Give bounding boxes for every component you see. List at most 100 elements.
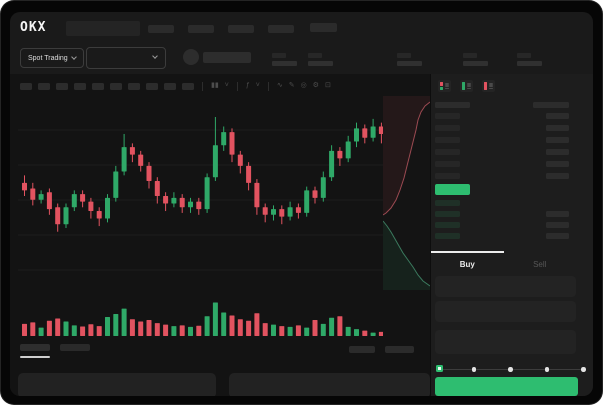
chart-bottom-tab[interactable] bbox=[60, 344, 90, 351]
market-type-label: Spot Trading bbox=[28, 54, 68, 62]
ask-amount-placeholder bbox=[546, 137, 569, 143]
toolbar-divider bbox=[267, 81, 269, 91]
indicators-icon[interactable]: ƒ bbox=[245, 82, 250, 89]
bid-amount-placeholder bbox=[546, 222, 569, 228]
fullscreen-icon[interactable]: ⊡ bbox=[324, 82, 331, 89]
nav-item[interactable] bbox=[188, 25, 214, 33]
orderbook-price-header bbox=[435, 102, 470, 108]
candle-style-icon[interactable]: ▮▮ bbox=[211, 82, 219, 89]
timeframe-button[interactable] bbox=[128, 82, 140, 90]
slider-stop-dot[interactable] bbox=[581, 367, 586, 372]
ask-price-placeholder[interactable] bbox=[435, 125, 460, 131]
bid-price-placeholder[interactable] bbox=[435, 222, 460, 228]
book-combined-icon[interactable] bbox=[438, 80, 451, 92]
orders-panel-placeholder bbox=[18, 373, 216, 396]
ticker-stat bbox=[397, 53, 422, 66]
okx-logo: OKX bbox=[20, 20, 47, 35]
overlay-line-icon[interactable]: ∿ bbox=[276, 82, 283, 89]
stat-value-placeholder bbox=[272, 61, 297, 66]
trading-app: OKX Spot Trading ▮▮ ˅ ƒ ˅ ∿ ✎ ◎ ⚙ ⊡ bbox=[10, 12, 593, 396]
depth-chart[interactable] bbox=[383, 96, 430, 290]
ask-amount-placeholder bbox=[546, 173, 569, 179]
stat-label-placeholder bbox=[308, 53, 322, 58]
market-type-dropdown[interactable]: Spot Trading bbox=[20, 48, 84, 68]
ask-price-placeholder[interactable] bbox=[435, 113, 460, 119]
volume-chart[interactable] bbox=[18, 296, 383, 336]
chart-footer-control[interactable] bbox=[349, 346, 375, 353]
stat-value-placeholder bbox=[308, 61, 333, 66]
timeframe-button[interactable] bbox=[74, 82, 86, 90]
timeframe-button[interactable] bbox=[38, 82, 50, 90]
pair-selector-dropdown[interactable] bbox=[86, 47, 166, 69]
book-asks-icon[interactable] bbox=[482, 80, 495, 92]
bid-price-placeholder[interactable] bbox=[435, 233, 460, 239]
bid-price-placeholder[interactable] bbox=[435, 200, 460, 206]
order-book-panel: Buy Sell bbox=[430, 74, 593, 396]
draw-icon[interactable]: ✎ bbox=[288, 82, 295, 89]
nav-item[interactable] bbox=[148, 25, 174, 33]
amount-slider[interactable] bbox=[436, 365, 586, 373]
total-input[interactable] bbox=[435, 330, 576, 354]
chevron-down-icon[interactable]: ˅ bbox=[224, 82, 229, 89]
chart-region: ▮▮ ˅ ƒ ˅ ∿ ✎ ◎ ⚙ ⊡ bbox=[10, 74, 430, 396]
bid-amount-placeholder bbox=[546, 233, 569, 239]
stat-value-placeholder bbox=[517, 61, 542, 66]
slider-handle[interactable] bbox=[436, 365, 443, 372]
timeframe-button[interactable] bbox=[164, 82, 176, 90]
timeframe-button[interactable] bbox=[20, 82, 32, 90]
last-price-highlight[interactable] bbox=[435, 184, 470, 195]
timeframe-button[interactable] bbox=[56, 82, 68, 90]
ask-price-placeholder[interactable] bbox=[435, 137, 460, 143]
ticker-stat bbox=[517, 53, 542, 66]
history-panel-placeholder bbox=[229, 373, 430, 396]
stat-label-placeholder bbox=[272, 53, 286, 58]
ticker-stat bbox=[463, 53, 488, 66]
candlestick-chart[interactable] bbox=[18, 100, 383, 292]
stat-label-placeholder bbox=[517, 53, 531, 58]
ask-price-placeholder[interactable] bbox=[435, 173, 460, 179]
ask-amount-placeholder bbox=[546, 161, 569, 167]
stat-value-placeholder bbox=[463, 61, 488, 66]
tab-sell[interactable]: Sell bbox=[533, 260, 547, 269]
nav-item[interactable] bbox=[268, 25, 294, 33]
buy-button[interactable] bbox=[435, 377, 578, 396]
chevron-down-icon bbox=[70, 54, 77, 60]
bid-amount-placeholder bbox=[546, 211, 569, 217]
chart-bottom-tab-active[interactable] bbox=[20, 344, 50, 351]
timeframe-button[interactable] bbox=[92, 82, 104, 90]
ask-price-placeholder[interactable] bbox=[435, 149, 460, 155]
chart-toolbar: ▮▮ ˅ ƒ ˅ ∿ ✎ ◎ ⚙ ⊡ bbox=[20, 81, 331, 91]
timeframe-button[interactable] bbox=[110, 82, 122, 90]
snapshot-icon[interactable]: ◎ bbox=[300, 82, 307, 89]
chart-footer-control[interactable] bbox=[385, 346, 414, 353]
orderbook-amount-header bbox=[533, 102, 569, 108]
bid-price-placeholder[interactable] bbox=[435, 211, 460, 217]
amount-input[interactable] bbox=[435, 301, 576, 322]
chevron-down-icon[interactable]: ˅ bbox=[255, 82, 260, 89]
price-input[interactable] bbox=[435, 276, 576, 297]
ask-price-placeholder[interactable] bbox=[435, 161, 460, 167]
timeframe-button[interactable] bbox=[182, 82, 194, 90]
timeframe-button[interactable] bbox=[146, 82, 158, 90]
settings-icon[interactable]: ⚙ bbox=[312, 82, 319, 89]
tab-buy[interactable]: Buy bbox=[431, 251, 504, 273]
nav-item[interactable] bbox=[228, 25, 254, 33]
ask-amount-placeholder bbox=[546, 125, 569, 131]
book-bids-icon[interactable] bbox=[460, 80, 473, 92]
ask-amount-placeholder bbox=[546, 149, 569, 155]
chevron-down-icon bbox=[152, 53, 158, 59]
coin-icon bbox=[183, 49, 199, 65]
search-input[interactable] bbox=[66, 21, 140, 36]
stat-value-placeholder bbox=[397, 61, 422, 66]
active-tab-underline bbox=[20, 356, 50, 358]
orderbook-view-toggles bbox=[438, 80, 495, 92]
account-menu-button[interactable] bbox=[310, 23, 337, 32]
slider-stop-dot[interactable] bbox=[544, 367, 549, 372]
ask-amount-placeholder bbox=[546, 113, 569, 119]
pair-name-placeholder bbox=[203, 52, 251, 63]
symbol-bar: Spot Trading bbox=[10, 44, 593, 74]
slider-stop-dot[interactable] bbox=[508, 367, 513, 372]
ticker-stat bbox=[272, 53, 297, 66]
slider-stop-dot[interactable] bbox=[471, 367, 476, 372]
